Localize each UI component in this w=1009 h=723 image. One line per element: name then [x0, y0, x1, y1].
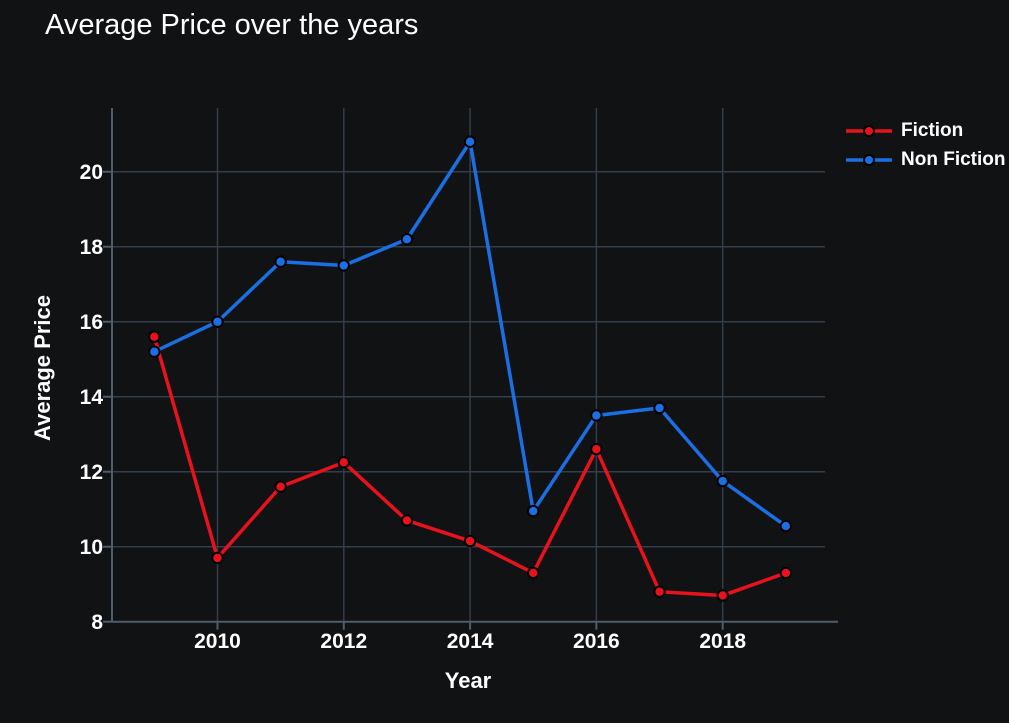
y-tick-label: 16 [80, 311, 103, 334]
non-fiction-data-point [527, 504, 540, 518]
fiction-data-point [148, 330, 161, 343]
x-axis-label: Year [444, 668, 492, 693]
y-tick-label: 8 [91, 611, 103, 634]
y-tick-label: 18 [80, 236, 104, 259]
legend-dot-swatch [863, 125, 875, 137]
y-tick-label: 10 [80, 536, 103, 559]
fiction-data-point [779, 566, 793, 580]
non-fiction-data-point [590, 409, 603, 422]
non-fiction-data-point [779, 519, 793, 533]
fiction-data-point [463, 534, 477, 548]
fiction-data-point [716, 589, 729, 602]
fiction-data-point [590, 443, 603, 456]
x-tick-label: 2014 [447, 630, 494, 653]
non-fiction-data-point [211, 315, 224, 328]
x-tick-label: 2016 [573, 630, 620, 653]
y-axis-label: Average Price [30, 295, 55, 441]
non-fiction-data-point [148, 345, 161, 358]
x-tick-label: 2012 [320, 630, 367, 653]
fiction-data-point [653, 585, 666, 598]
legend-item-non-fiction: Non Fiction [845, 146, 1005, 174]
y-tick-label: 20 [80, 161, 103, 184]
non-fiction-data-point [400, 233, 414, 246]
legend-label-non-fiction: Non Fiction [901, 149, 1006, 170]
x-tick-label: 2018 [699, 630, 746, 653]
non-fiction-data-point [337, 259, 350, 272]
fiction-data-point [527, 566, 540, 580]
x-tick-label: 2010 [194, 630, 241, 653]
y-tick-label: 12 [80, 461, 103, 484]
legend: Fiction Non Fiction [845, 117, 1005, 174]
fiction-data-point [274, 480, 287, 493]
y-tick-label: 14 [80, 386, 104, 409]
fiction-data-point [211, 551, 224, 565]
legend-dot-swatch [863, 154, 875, 166]
legend-item-fiction: Fiction [845, 117, 1005, 145]
fiction-legend-marker [846, 125, 892, 137]
non-fiction-data-point [653, 401, 666, 415]
non-fiction-legend-marker [846, 154, 892, 166]
non-fiction-data-point [716, 474, 729, 488]
non-fiction-data-point [463, 135, 477, 148]
legend-label-fiction: Fiction [901, 120, 964, 141]
fiction-data-point [337, 456, 350, 469]
fiction-data-point [400, 514, 414, 527]
non-fiction-data-point [274, 255, 287, 268]
chart-title: Average Price over the years [45, 9, 419, 41]
